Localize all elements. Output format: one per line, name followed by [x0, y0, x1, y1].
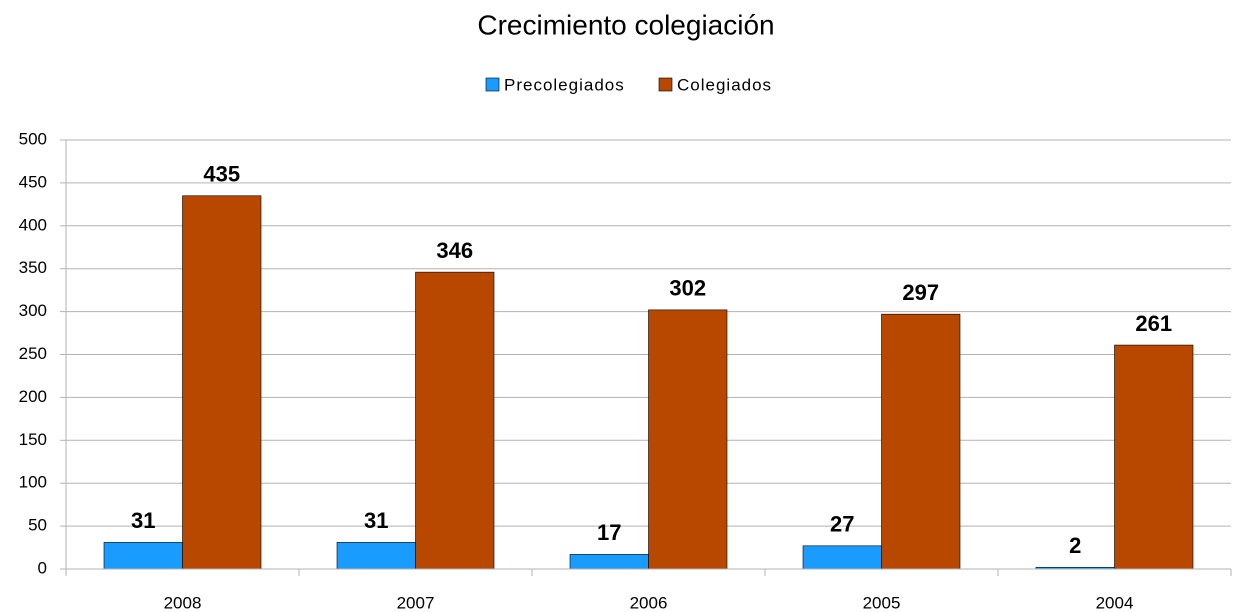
bar: [569, 554, 649, 570]
x-tick-label: 2008: [164, 593, 202, 612]
bar: [648, 309, 728, 570]
y-tick-label: 200: [19, 387, 47, 406]
y-tick-label: 500: [19, 129, 47, 148]
legend-label: Precolegiados: [504, 75, 625, 94]
x-tick-label: 2006: [630, 593, 668, 612]
value-label: 31: [131, 508, 155, 533]
y-tick-label: 300: [19, 301, 47, 320]
y-tick-label: 250: [19, 344, 47, 363]
legend-label: Colegiados: [677, 75, 772, 94]
x-tick-label: 2007: [397, 593, 435, 612]
y-tick-label: 150: [19, 430, 47, 449]
value-label: 297: [902, 280, 939, 305]
y-tick-label: 0: [38, 558, 47, 577]
y-tick-label: 100: [19, 473, 47, 492]
x-tick-label: 2005: [863, 593, 901, 612]
value-label: 17: [597, 520, 621, 545]
bar: [103, 542, 183, 570]
legend-swatch: [658, 77, 673, 92]
y-tick-label: 50: [28, 516, 47, 535]
bar: [336, 542, 416, 570]
value-label: 261: [1135, 311, 1172, 336]
value-label: 31: [364, 508, 388, 533]
y-tick-label: 450: [19, 172, 47, 191]
value-label: 346: [436, 238, 473, 263]
y-tick-label: 350: [19, 258, 47, 277]
bar: [415, 271, 495, 570]
value-label: 27: [830, 512, 854, 537]
bar: [182, 195, 262, 570]
bar: [802, 545, 882, 570]
chart-title: Crecimiento colegiación: [477, 9, 774, 40]
value-label: 2: [1069, 533, 1081, 558]
bar: [881, 313, 961, 570]
legend-swatch: [485, 77, 500, 92]
y-tick-label: 400: [19, 215, 47, 234]
value-label: 435: [203, 162, 240, 187]
bar: [1114, 344, 1194, 570]
value-label: 302: [669, 276, 706, 301]
x-tick-label: 2004: [1096, 593, 1134, 612]
